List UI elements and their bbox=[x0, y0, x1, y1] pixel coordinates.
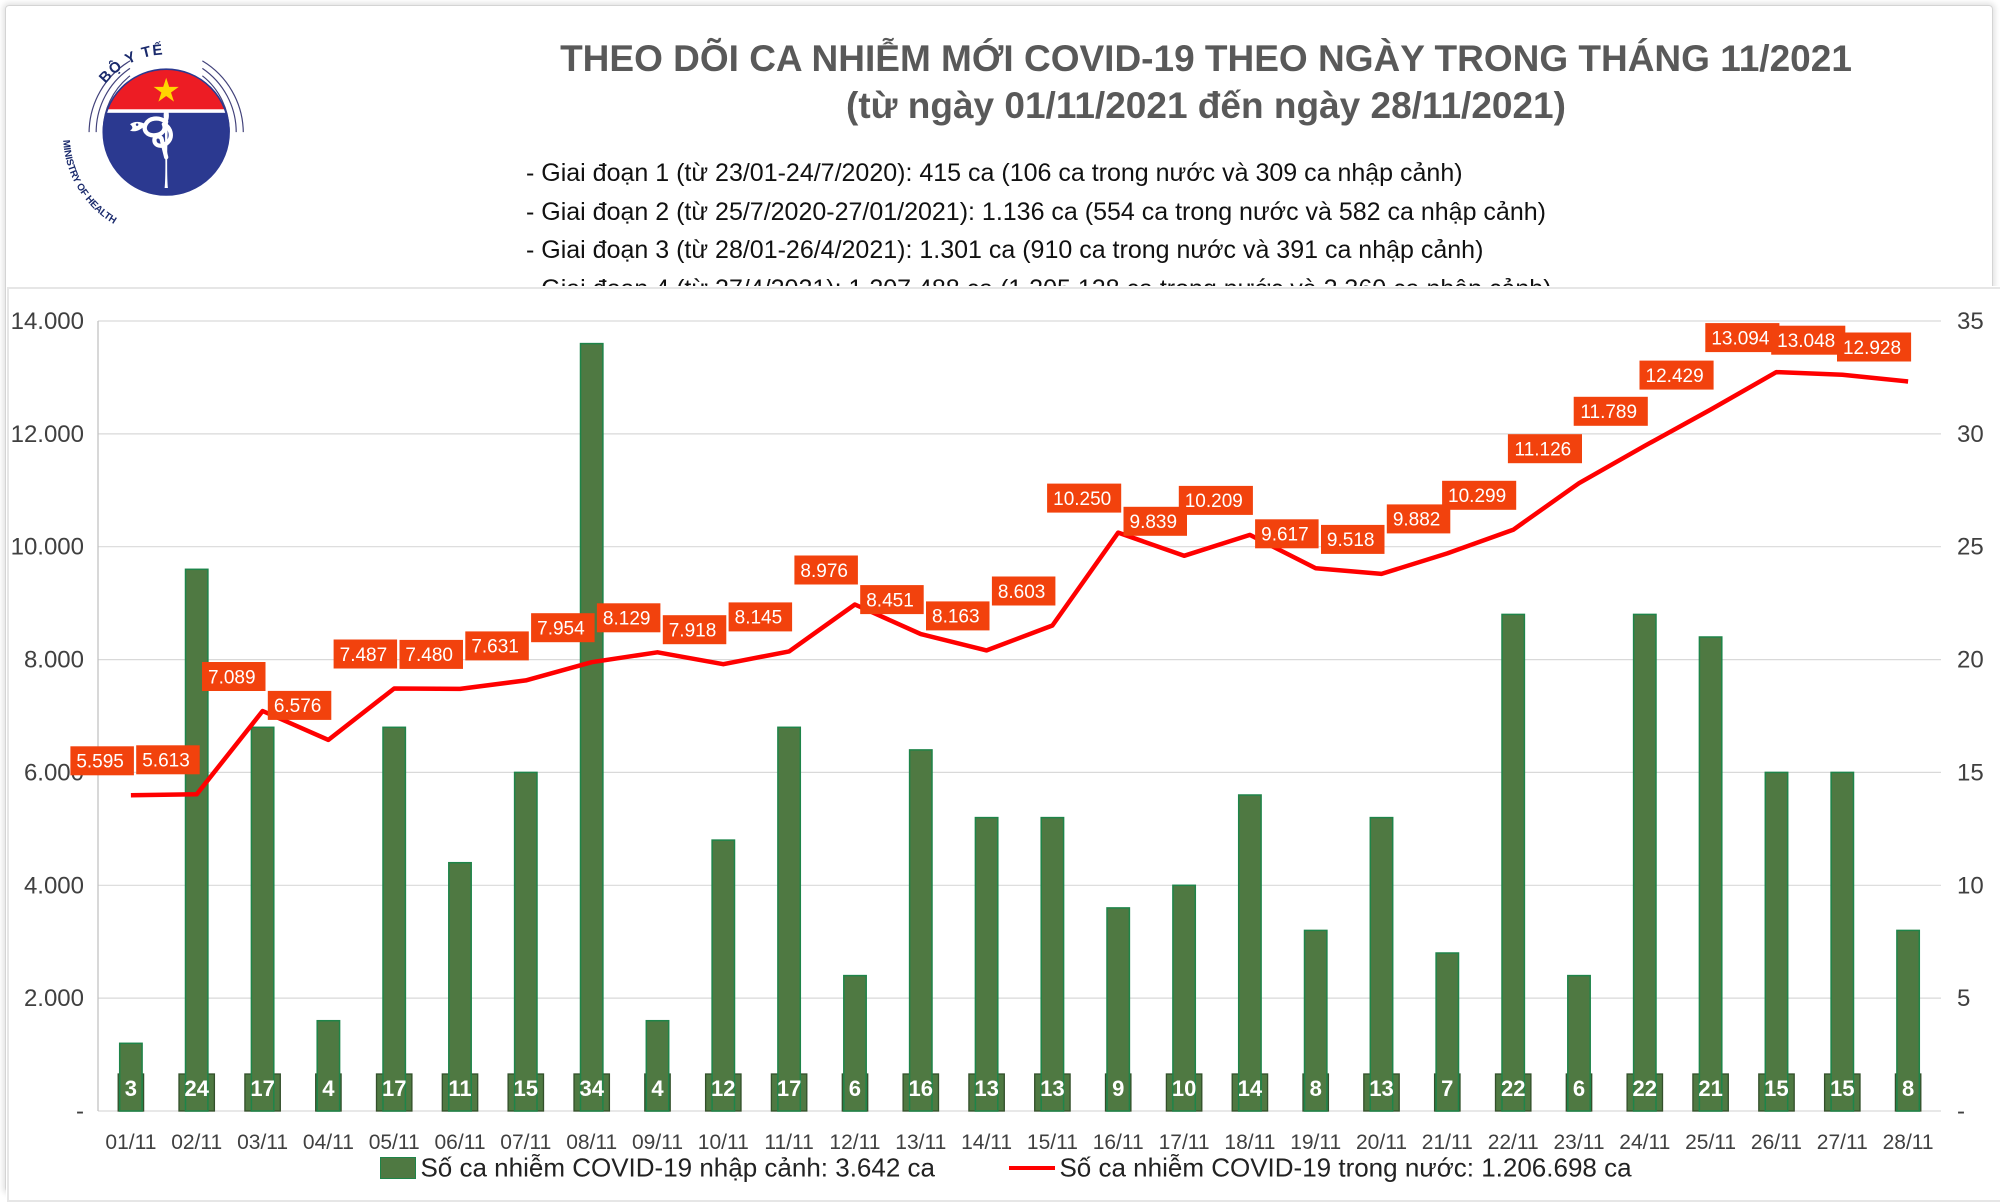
svg-text:13.048: 13.048 bbox=[1777, 331, 1835, 352]
svg-text:35: 35 bbox=[1957, 308, 1984, 335]
svg-text:9.518: 9.518 bbox=[1327, 530, 1375, 551]
svg-text:11.789: 11.789 bbox=[1580, 402, 1637, 423]
svg-text:8.163: 8.163 bbox=[932, 607, 980, 628]
svg-text:13: 13 bbox=[1040, 1076, 1064, 1101]
svg-text:7.480: 7.480 bbox=[405, 645, 453, 666]
svg-text:12.928: 12.928 bbox=[1843, 338, 1901, 359]
svg-text:4: 4 bbox=[651, 1076, 664, 1101]
svg-text:24: 24 bbox=[184, 1076, 209, 1101]
svg-text:3: 3 bbox=[125, 1076, 137, 1101]
svg-text:8: 8 bbox=[1902, 1076, 1914, 1101]
svg-text:8.976: 8.976 bbox=[800, 561, 848, 582]
svg-text:22: 22 bbox=[1501, 1076, 1525, 1101]
svg-text:5.595: 5.595 bbox=[76, 752, 124, 773]
svg-text:8.603: 8.603 bbox=[998, 582, 1046, 603]
svg-text:5.613: 5.613 bbox=[142, 751, 190, 772]
svg-text:15: 15 bbox=[1830, 1076, 1854, 1101]
svg-text:15: 15 bbox=[1957, 759, 1984, 786]
svg-text:10.299: 10.299 bbox=[1448, 486, 1506, 507]
svg-text:17: 17 bbox=[382, 1076, 406, 1101]
svg-text:10: 10 bbox=[1957, 872, 1984, 899]
svg-text:10.000: 10.000 bbox=[11, 534, 84, 561]
svg-text:9.839: 9.839 bbox=[1130, 512, 1178, 533]
svg-text:17: 17 bbox=[250, 1076, 274, 1101]
svg-text:8.451: 8.451 bbox=[866, 590, 914, 611]
svg-text:6: 6 bbox=[849, 1076, 861, 1101]
svg-text:7.631: 7.631 bbox=[471, 637, 519, 658]
svg-text:7.918: 7.918 bbox=[669, 621, 717, 642]
svg-text:4: 4 bbox=[322, 1076, 335, 1101]
svg-text:7.954: 7.954 bbox=[537, 619, 585, 640]
svg-text:9: 9 bbox=[1112, 1076, 1124, 1101]
svg-text:6.576: 6.576 bbox=[274, 696, 322, 717]
svg-text:8.145: 8.145 bbox=[735, 608, 783, 629]
svg-text:12.429: 12.429 bbox=[1646, 366, 1704, 387]
svg-text:9.617: 9.617 bbox=[1261, 525, 1309, 546]
svg-text:10: 10 bbox=[1172, 1076, 1196, 1101]
svg-text:21: 21 bbox=[1698, 1076, 1722, 1101]
svg-text:8: 8 bbox=[1310, 1076, 1322, 1101]
svg-text:10.209: 10.209 bbox=[1185, 491, 1243, 512]
svg-text:15: 15 bbox=[514, 1076, 538, 1101]
svg-text:14.000: 14.000 bbox=[11, 308, 84, 335]
svg-text:2.000: 2.000 bbox=[24, 985, 84, 1012]
svg-text:4.000: 4.000 bbox=[24, 872, 84, 899]
svg-text:17: 17 bbox=[777, 1076, 801, 1101]
svg-text:7.487: 7.487 bbox=[340, 645, 388, 666]
svg-text:7: 7 bbox=[1441, 1076, 1453, 1101]
svg-text:11.126: 11.126 bbox=[1515, 440, 1572, 461]
svg-text:22: 22 bbox=[1633, 1076, 1657, 1101]
svg-text:20: 20 bbox=[1957, 647, 1984, 674]
svg-text:34: 34 bbox=[579, 1076, 604, 1101]
svg-text:7.089: 7.089 bbox=[208, 667, 256, 688]
svg-text:9.882: 9.882 bbox=[1393, 510, 1441, 531]
svg-text:-: - bbox=[1957, 1098, 1965, 1125]
svg-text:-: - bbox=[76, 1098, 84, 1125]
svg-text:12: 12 bbox=[711, 1076, 735, 1101]
svg-text:5: 5 bbox=[1957, 985, 1970, 1012]
svg-text:13: 13 bbox=[1369, 1076, 1393, 1101]
svg-text:14: 14 bbox=[1238, 1076, 1263, 1101]
svg-text:8.000: 8.000 bbox=[24, 647, 84, 674]
svg-text:10.250: 10.250 bbox=[1053, 489, 1111, 510]
svg-text:15: 15 bbox=[1764, 1076, 1788, 1101]
svg-text:13: 13 bbox=[974, 1076, 998, 1101]
svg-text:13.094: 13.094 bbox=[1711, 328, 1770, 349]
svg-text:30: 30 bbox=[1957, 421, 1984, 448]
svg-text:25: 25 bbox=[1957, 534, 1984, 561]
svg-text:8.129: 8.129 bbox=[603, 609, 651, 630]
svg-text:16: 16 bbox=[909, 1076, 933, 1101]
svg-text:6: 6 bbox=[1573, 1076, 1585, 1101]
svg-text:11: 11 bbox=[448, 1076, 471, 1101]
svg-text:12.000: 12.000 bbox=[11, 421, 84, 448]
